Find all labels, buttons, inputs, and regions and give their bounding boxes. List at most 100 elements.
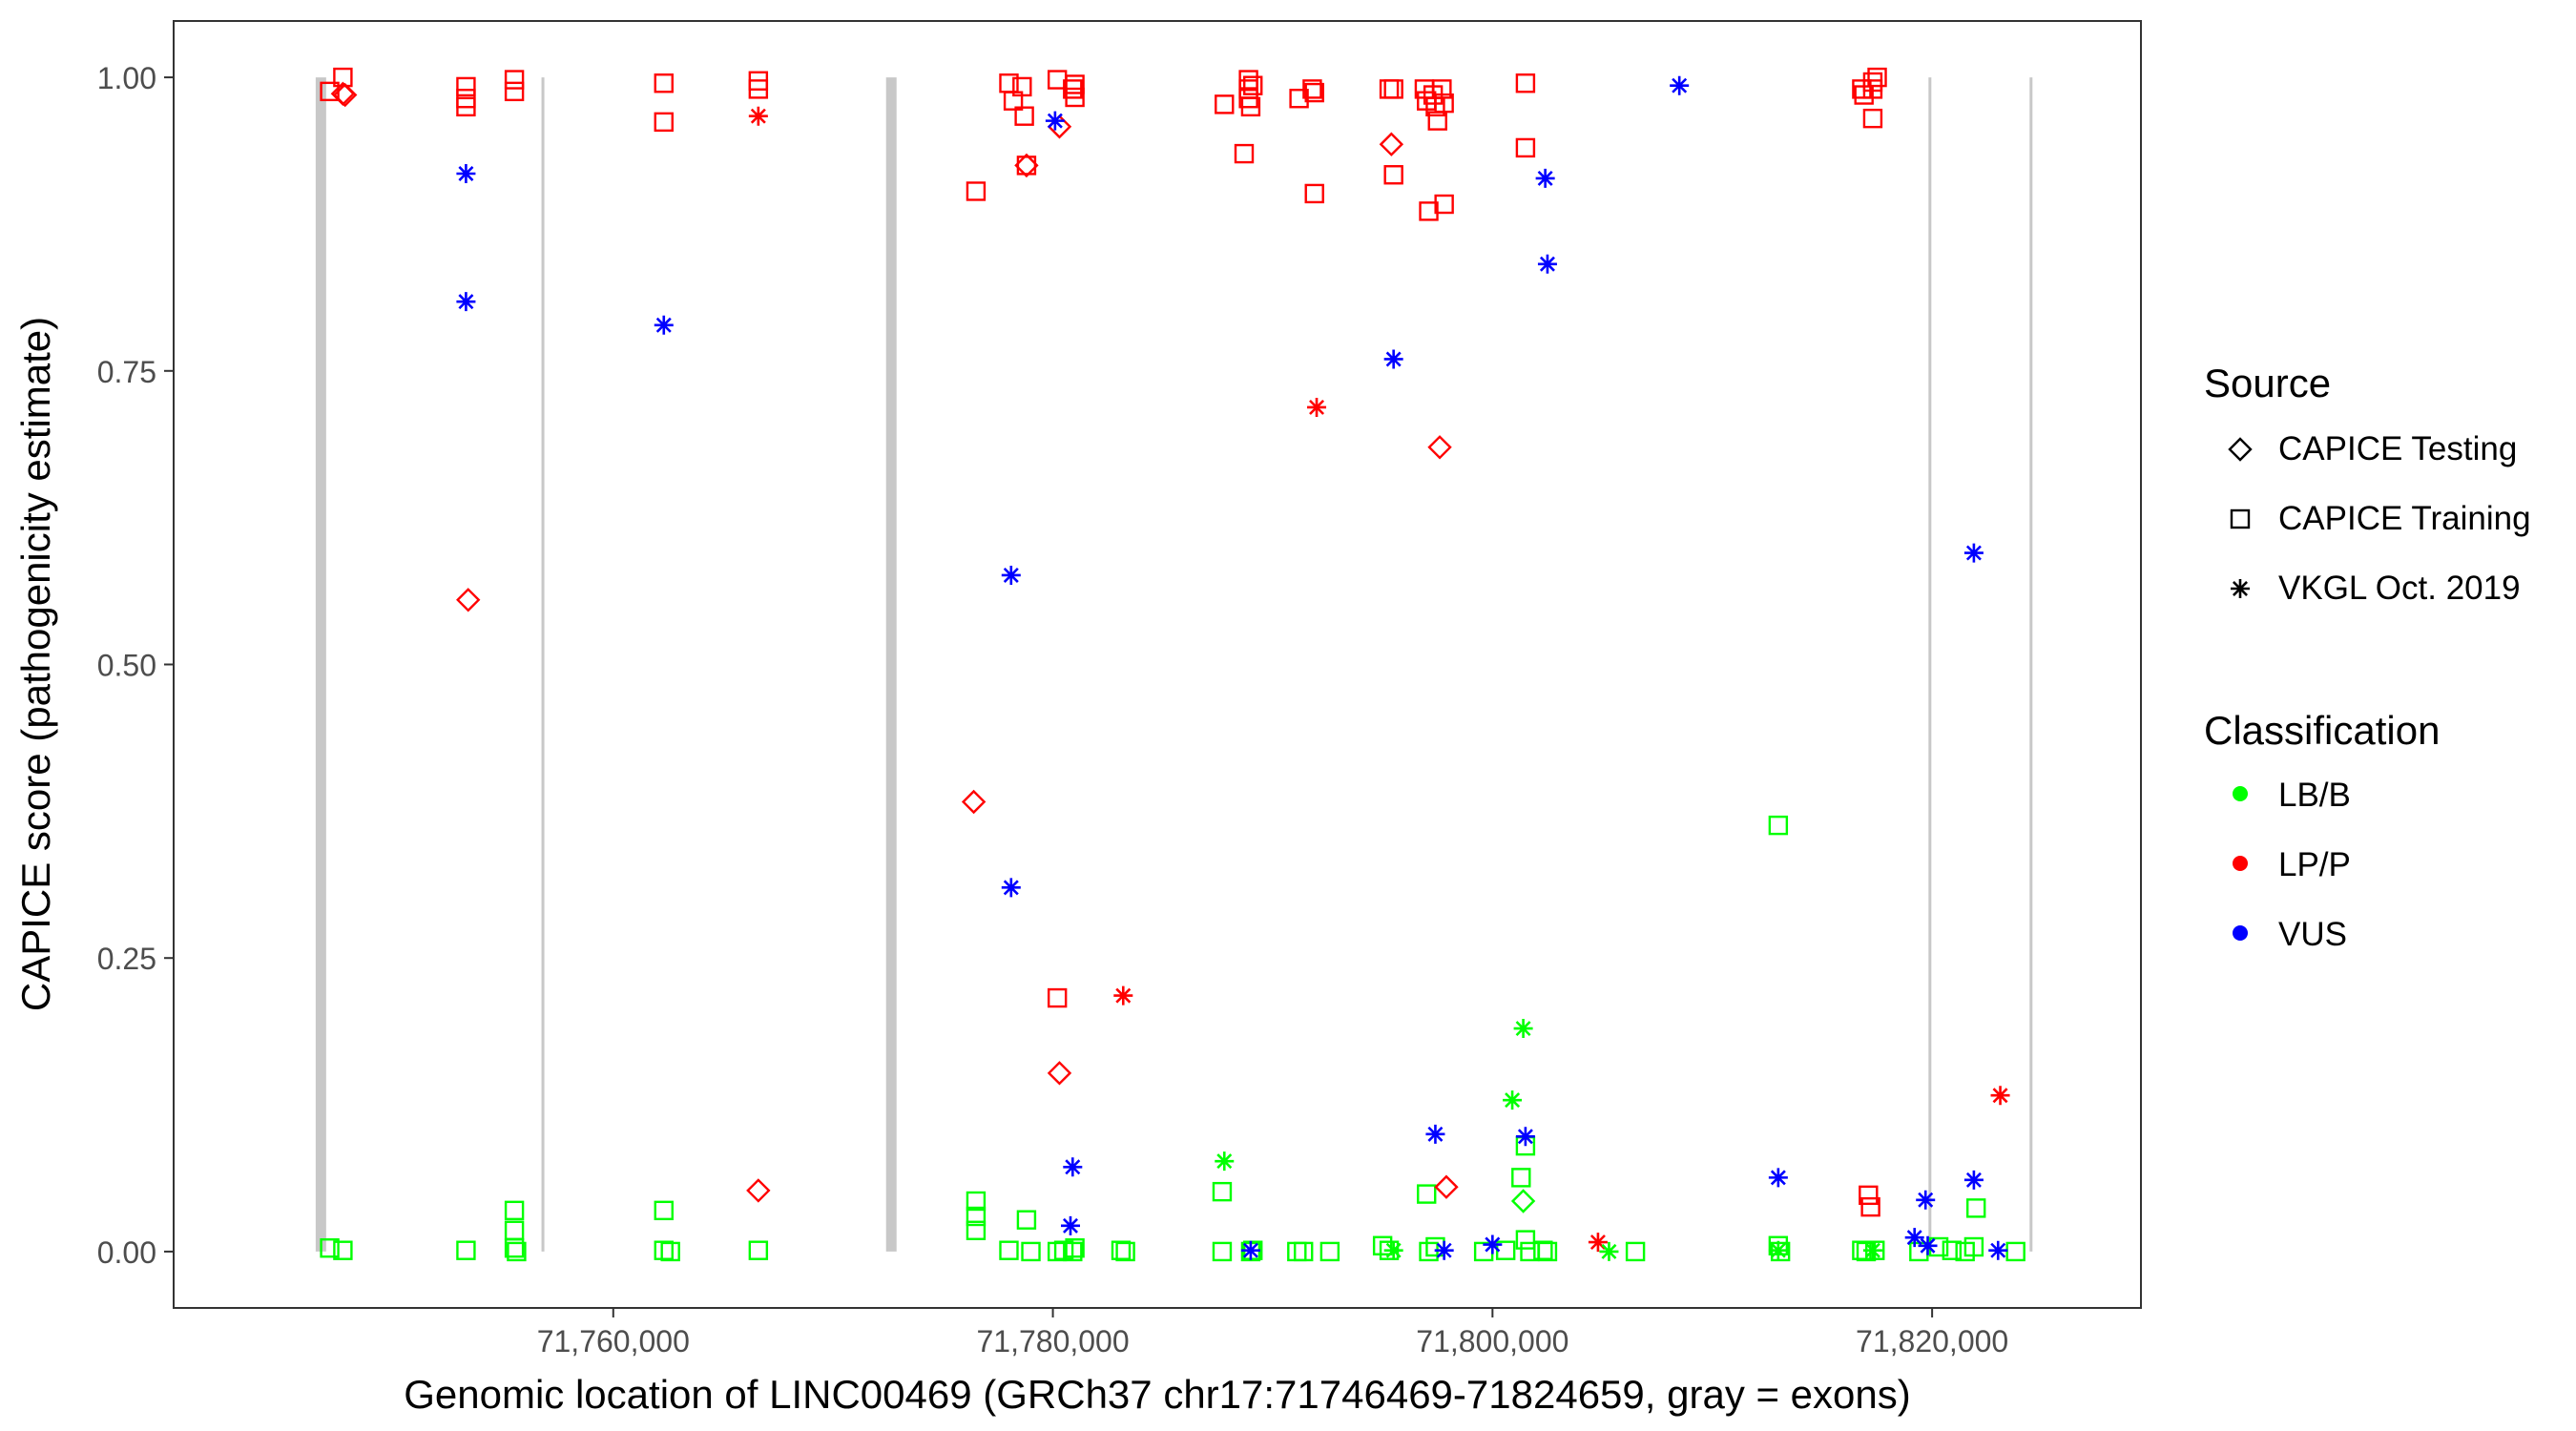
data-point-square bbox=[1520, 1241, 1540, 1262]
data-point-asterisk bbox=[1240, 1240, 1260, 1260]
data-point-square bbox=[1515, 137, 1536, 158]
data-point-square bbox=[1063, 1241, 1083, 1262]
data-point-asterisk bbox=[1001, 565, 1021, 585]
y-axis-label: CAPICE score (pathogenicity estimate) bbox=[13, 317, 58, 1011]
data-point-square bbox=[1434, 194, 1454, 215]
data-point-square bbox=[1379, 79, 1400, 99]
data-point-asterisk bbox=[1988, 1240, 2008, 1260]
data-point-square bbox=[504, 1238, 525, 1258]
data-point-square bbox=[1867, 67, 1887, 88]
y-tick-label: 0.25 bbox=[97, 942, 156, 976]
data-point-square bbox=[1852, 79, 1872, 99]
data-point-asterisk bbox=[1503, 1090, 1523, 1110]
data-point-square bbox=[1515, 73, 1536, 93]
data-point-square bbox=[1287, 1241, 1307, 1262]
y-tick-label: 0.75 bbox=[97, 355, 156, 389]
legend-dot bbox=[2233, 856, 2248, 871]
data-point-square bbox=[966, 1220, 987, 1240]
diamond-legend-key bbox=[2228, 437, 2253, 462]
data-point-asterisk bbox=[1537, 254, 1557, 274]
data-point-square bbox=[966, 181, 987, 201]
data-point-square bbox=[654, 112, 674, 133]
legend-title-source: Source bbox=[2204, 361, 2331, 405]
legend-title-classification: Classification bbox=[2204, 708, 2440, 753]
data-point-asterisk bbox=[1599, 1241, 1619, 1261]
data-point-square bbox=[1115, 1241, 1135, 1262]
x-axis-label: Genomic location of LINC00469 (GRCh37 ch… bbox=[404, 1372, 1911, 1417]
data-point-square bbox=[1304, 183, 1324, 204]
data-point-square bbox=[504, 1200, 525, 1221]
data-point-diamond bbox=[1510, 1189, 1536, 1213]
data-point-square bbox=[1862, 79, 1883, 99]
x-tick-label: 71,800,000 bbox=[1416, 1324, 1568, 1358]
data-point-square bbox=[1383, 165, 1403, 185]
x-tick-label: 71,820,000 bbox=[1856, 1324, 2008, 1358]
legend-label: LB/B bbox=[2278, 777, 2351, 814]
data-point-square bbox=[654, 73, 674, 93]
legend-item-vus: VUS bbox=[2233, 916, 2347, 953]
data-point-square bbox=[456, 96, 476, 117]
y-tick-label: 0.50 bbox=[97, 649, 156, 683]
data-point-asterisk bbox=[456, 292, 476, 312]
data-point-square bbox=[1625, 1241, 1646, 1262]
data-point-asterisk bbox=[1904, 1228, 1924, 1248]
x-axis: 71,760,000 71,780,000 71,800,000 71,820,000 bbox=[537, 1308, 2008, 1358]
data-point-square bbox=[2005, 1241, 2025, 1262]
data-point-asterisk bbox=[1383, 349, 1403, 369]
data-point-square bbox=[1065, 1238, 1085, 1258]
data-point-diamond bbox=[1434, 1174, 1459, 1199]
data-point-asterisk bbox=[654, 315, 674, 335]
legend-key-asterisk bbox=[2231, 579, 2250, 598]
data-point-square bbox=[1417, 1184, 1437, 1204]
data-point-square bbox=[1383, 79, 1403, 99]
data-point-asterisk bbox=[1001, 878, 1021, 898]
data-point-square bbox=[966, 1191, 987, 1212]
data-point-square bbox=[1302, 79, 1322, 99]
data-point-square bbox=[504, 70, 525, 90]
legend-label: LP/P bbox=[2278, 846, 2351, 883]
data-point-asterisk bbox=[456, 164, 476, 184]
data-point-square bbox=[1537, 1241, 1558, 1262]
data-point-diamond bbox=[1379, 132, 1404, 156]
legend-dot bbox=[2233, 925, 2248, 941]
data-point-asterisk bbox=[1425, 1124, 1445, 1144]
data-point-square bbox=[1215, 94, 1235, 114]
legend-item-lpp: LP/P bbox=[2233, 846, 2351, 883]
data-point-square bbox=[1212, 1241, 1233, 1262]
data-point-asterisk bbox=[1383, 1240, 1403, 1260]
data-point-asterisk bbox=[1918, 1235, 1938, 1255]
data-point-square bbox=[1434, 93, 1454, 114]
data-point-asterisk bbox=[1513, 1019, 1533, 1039]
data-point-square bbox=[1963, 1236, 1984, 1257]
data-point-diamond bbox=[1427, 435, 1452, 460]
data-point-asterisk bbox=[1215, 1151, 1235, 1172]
data-point-square bbox=[1014, 106, 1034, 126]
data-point-asterisk bbox=[1045, 111, 1065, 131]
data-point-square bbox=[1111, 1240, 1132, 1260]
data-point-diamond bbox=[746, 1178, 771, 1203]
data-point-asterisk bbox=[1535, 168, 1555, 188]
data-point-square bbox=[1294, 1241, 1314, 1262]
data-point-square bbox=[1966, 1198, 1986, 1218]
data-point-square bbox=[1212, 1181, 1233, 1202]
data-point-square bbox=[1432, 79, 1452, 99]
asterisk-legend-key bbox=[2231, 579, 2250, 598]
exon-layer bbox=[315, 77, 2033, 1252]
legend: Source CAPICE Testing CAPICE Training VK… bbox=[2204, 361, 2531, 953]
data-point-asterisk bbox=[1768, 1168, 1788, 1188]
data-point-square bbox=[1533, 1240, 1553, 1260]
data-point-square bbox=[748, 79, 769, 99]
x-tick-label: 71,760,000 bbox=[537, 1324, 690, 1358]
legend-dot bbox=[2233, 786, 2248, 801]
data-point-square bbox=[456, 76, 476, 97]
data-point-square bbox=[660, 1241, 680, 1262]
data-point-square bbox=[999, 1240, 1019, 1260]
data-point-diamond bbox=[1014, 153, 1039, 178]
legend-item-capice-testing: CAPICE Testing bbox=[2228, 430, 2517, 467]
data-point-square bbox=[1319, 1241, 1340, 1262]
data-point-asterisk bbox=[1063, 1157, 1083, 1177]
data-point-square bbox=[1065, 87, 1085, 108]
data-point-asterisk bbox=[1483, 1234, 1503, 1255]
data-point-square bbox=[1016, 1210, 1037, 1230]
